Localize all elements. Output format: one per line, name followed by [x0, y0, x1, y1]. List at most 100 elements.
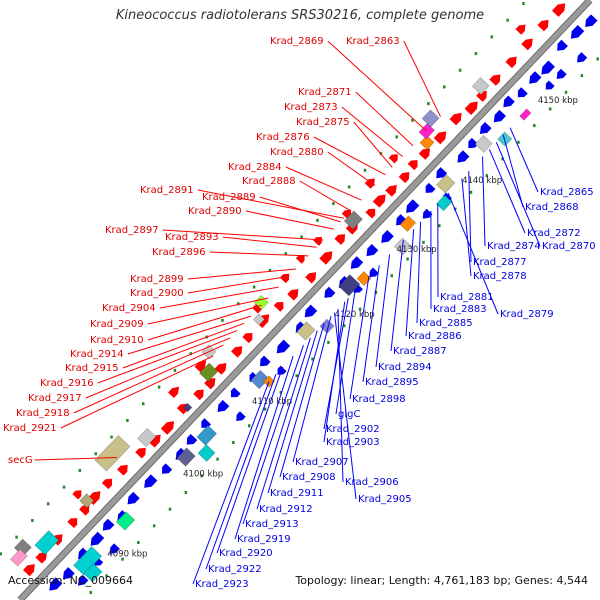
tick-mark [548, 107, 552, 111]
forward-gene-arrow [67, 518, 78, 529]
tick-mark [316, 218, 319, 222]
tick-mark [311, 357, 314, 361]
reverse-gene-arrow [277, 365, 287, 375]
gene-box [436, 174, 456, 194]
forward-gene-arrow [79, 505, 90, 516]
reverse-gene-arrow [457, 150, 470, 163]
forward-gene-arrow [433, 131, 447, 145]
forward-gene-arrow [242, 332, 253, 344]
forward-gene-arrow [515, 24, 526, 35]
gene-box [338, 274, 361, 297]
leader-line [502, 134, 524, 208]
leader-line [256, 337, 311, 510]
forward-gene-arrow [319, 251, 333, 265]
forward-gene-arrow [193, 389, 204, 401]
forward-gene-arrow [72, 490, 82, 500]
forward-gene-arrow [231, 346, 243, 358]
tick-mark [358, 307, 362, 311]
gene-label-krad_2895: Krad_2895 [365, 377, 419, 388]
reverse-gene-arrow [493, 109, 506, 123]
gene-label-krad_2906: Krad_2906 [345, 477, 399, 488]
leader-line [187, 268, 296, 280]
leader-line [495, 141, 541, 247]
forward-gene-arrow [273, 302, 284, 312]
tick-mark [458, 68, 462, 72]
gene-label-krad_2897: Krad_2897 [105, 225, 159, 236]
gene-label-krad_2879: Krad_2879 [500, 309, 554, 320]
forward-gene-arrow [537, 19, 549, 32]
tick-mark [522, 2, 525, 6]
forward-gene-arrow [135, 447, 146, 459]
tick-mark [15, 535, 18, 539]
tick-mark [31, 518, 34, 522]
gene-label-krad_2909: Krad_2909 [90, 319, 144, 330]
leader-line [323, 301, 346, 443]
gene-label-krad_2890: Krad_2890 [188, 206, 242, 217]
reverse-gene-arrow [479, 122, 492, 134]
leader-line [97, 330, 238, 384]
forward-gene-arrow [407, 160, 418, 171]
gene-box [421, 109, 440, 128]
tick-mark [279, 390, 283, 394]
leader-line [390, 239, 404, 352]
reverse-gene-arrow [350, 256, 364, 269]
gene-label-krad_2894: Krad_2894 [378, 362, 432, 373]
leader-line [216, 366, 284, 554]
reverse-gene-arrow [541, 60, 555, 75]
leader-line [242, 345, 304, 525]
gene-box [399, 215, 417, 232]
forward-gene-arrow [101, 478, 113, 490]
gene-box [9, 548, 28, 567]
forward-gene-arrow [365, 208, 376, 219]
leader-line [60, 355, 214, 429]
tick-mark [469, 190, 473, 194]
leader-line [461, 178, 472, 277]
forward-gene-arrow [160, 421, 175, 435]
tick-mark [152, 524, 156, 528]
gene-label-krad_2883: Krad_2883 [433, 304, 487, 315]
tick-mark [157, 385, 161, 389]
reverse-gene-arrow [144, 474, 158, 488]
reverse-gene-arrow [304, 304, 318, 318]
leader-line [333, 312, 357, 500]
tick-mark [141, 402, 145, 406]
reverse-gene-arrow [425, 182, 436, 193]
leader-line [162, 229, 324, 241]
gene-box [319, 318, 335, 334]
forward-gene-arrow [449, 112, 462, 126]
leader-line [375, 254, 391, 368]
gene-label-krad_2870: Krad_2870 [542, 241, 596, 252]
genome-axis [18, 0, 592, 600]
gene-label-krad_2878: Krad_2878 [473, 271, 527, 282]
kbp-label: 4110 kbp [252, 397, 292, 407]
gene-label-krad_2865: Krad_2865 [540, 187, 594, 198]
reverse-gene-arrow [217, 399, 230, 413]
reverse-gene-arrow [556, 68, 567, 79]
kbp-label: 4150 kbp [538, 96, 578, 106]
tick-mark [221, 318, 224, 322]
gene-box [115, 511, 136, 531]
gene-box [519, 108, 532, 121]
forward-gene-arrow [552, 3, 566, 17]
forward-gene-arrow [388, 154, 398, 164]
leader-line [205, 373, 277, 570]
gene-label-krad_2912: Krad_2912 [259, 504, 313, 515]
leader-line [73, 344, 224, 414]
forward-gene-arrow [204, 377, 216, 390]
reverse-gene-arrow [77, 574, 89, 586]
gene-label-krad_2922: Krad_2922 [208, 564, 262, 575]
reverse-gene-arrow [186, 433, 198, 445]
reverse-gene-arrow [161, 463, 173, 474]
gene-label-krad_2916: Krad_2916 [40, 378, 94, 389]
leader-line [147, 304, 262, 341]
gene-box [250, 369, 270, 390]
tick-mark [216, 457, 219, 461]
leader-line [245, 210, 334, 230]
tick-mark [62, 485, 66, 489]
tick-mark [105, 574, 108, 578]
leader-line [234, 355, 294, 540]
leader-line [341, 106, 403, 157]
gene-box [419, 134, 435, 151]
gene-box [435, 194, 453, 212]
